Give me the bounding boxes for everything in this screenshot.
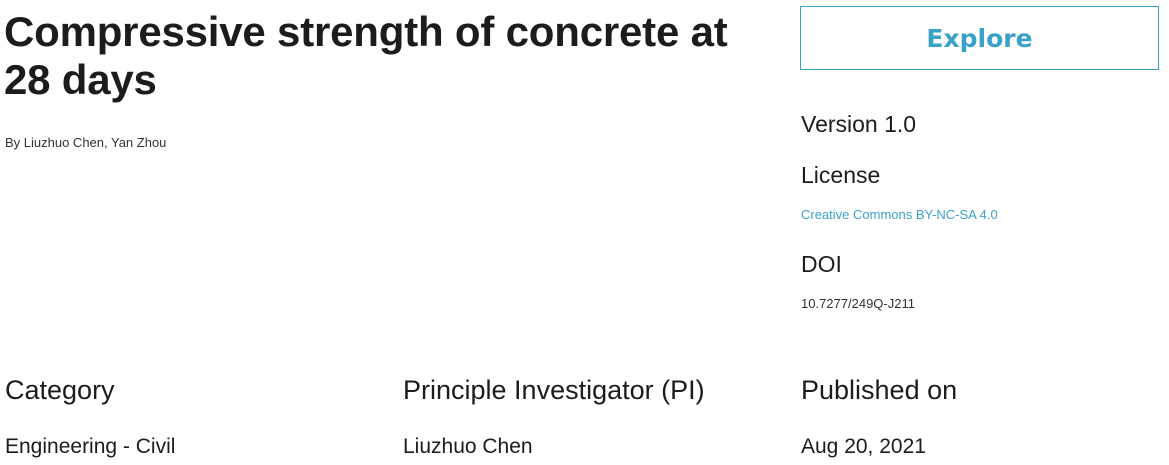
license-link[interactable]: Creative Commons BY-NC-SA 4.0 — [801, 207, 998, 222]
version-label: Version 1.0 — [801, 111, 917, 137]
category-value: Engineering - Civil — [5, 435, 176, 458]
published-heading: Published on — [801, 375, 958, 405]
category-heading: Category — [5, 375, 115, 405]
pi-heading: Principle Investigator (PI) — [403, 375, 705, 405]
license-value: Creative Commons BY-NC-SA 4.0 — [801, 207, 998, 222]
authors-line: By Liuzhuo Chen, Yan Zhou — [5, 135, 167, 150]
pi-value: Liuzhuo Chen — [403, 435, 533, 458]
page-title: Compressive strength of concrete at 28 d… — [4, 8, 728, 103]
license-heading: License — [801, 162, 881, 188]
doi-heading: DOI — [801, 251, 842, 277]
explore-button[interactable]: Explore — [800, 6, 1159, 70]
published-value: Aug 20, 2021 — [801, 435, 926, 458]
doi-value: 10.7277/249Q-J211 — [801, 296, 915, 311]
